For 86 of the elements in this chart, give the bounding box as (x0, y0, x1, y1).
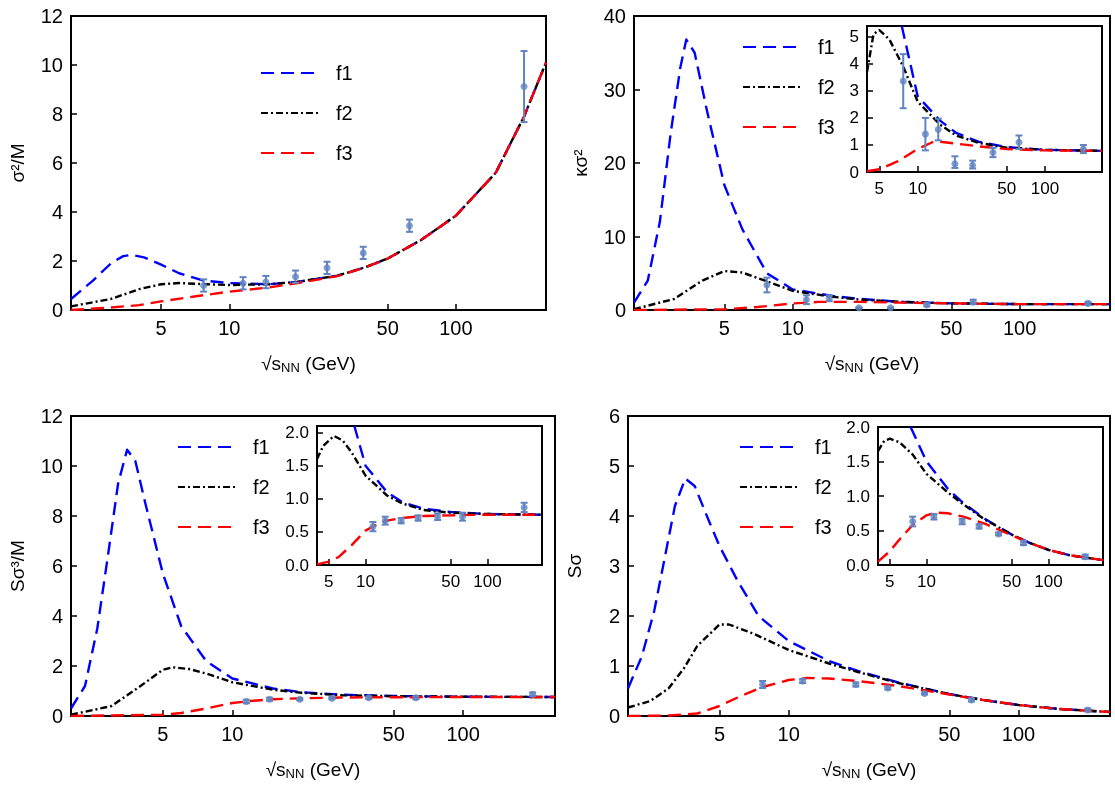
y-tick-label: 12 (40, 5, 63, 27)
y-tick-label: 2 (51, 655, 63, 677)
y-tick-label: 0 (51, 299, 63, 321)
x-tick-label: 5 (885, 572, 895, 591)
y-tick-label: 1.5 (285, 456, 309, 476)
y-tick-label: 2 (608, 605, 620, 627)
y-tick-label: 0 (608, 705, 620, 727)
legend-label: f3 (818, 116, 835, 138)
x-tick-label: 50 (441, 572, 461, 591)
legend-label: f1 (253, 436, 270, 458)
legend-label: f2 (815, 476, 832, 498)
y-tick-label: 20 (603, 152, 626, 174)
x-tick-label: 50 (382, 723, 405, 745)
legend-label: f1 (815, 436, 832, 458)
y-tick-label: 12 (40, 405, 63, 427)
y-tick-label: 3 (608, 555, 620, 577)
legend-label: f2 (336, 102, 353, 124)
x-tick-label: 10 (777, 723, 800, 745)
y-tick-label: 10 (40, 455, 63, 477)
y-axis-title: Sσ³/M (7, 540, 28, 592)
y-tick-label: 4 (51, 201, 63, 223)
y-tick-label: 8 (51, 505, 63, 527)
y-tick-label: 0.0 (846, 555, 870, 575)
x-tick-label: 50 (1002, 572, 1022, 591)
y-axis-title: Sσ (564, 553, 585, 579)
x-tick-label: 50 (938, 723, 961, 745)
y-tick-label: 4 (608, 505, 620, 527)
y-axis-title: κσ² (570, 149, 591, 177)
y-tick-label: 1 (849, 135, 859, 155)
y-tick-label: 2 (51, 250, 63, 272)
x-tick-label: 5 (155, 317, 167, 339)
legend-label: f3 (336, 142, 353, 164)
x-tick-label: 100 (439, 317, 473, 339)
x-tick-label: 50 (376, 317, 399, 339)
x-tick-label: 100 (446, 723, 480, 745)
x-tick-label: 10 (917, 572, 936, 591)
y-tick-label: 5 (849, 27, 859, 47)
y-tick-label: 1 (608, 655, 620, 677)
y-tick-label: 4 (51, 605, 63, 627)
x-tick-label: 100 (1001, 723, 1036, 745)
legend-label: f1 (818, 36, 835, 58)
x-tick-label: 10 (356, 572, 375, 591)
x-tick-label: 10 (218, 317, 241, 339)
y-tick-label: 0.5 (846, 521, 870, 540)
y-tick-label: 0 (51, 705, 63, 727)
y-tick-label: 30 (603, 78, 626, 101)
y-tick-label: 5 (608, 455, 620, 477)
x-tick-label: 5 (157, 723, 169, 745)
x-tick-label: 50 (940, 317, 963, 339)
y-tick-label: 2 (849, 108, 859, 128)
y-tick-label: 0 (614, 299, 626, 321)
y-tick-label: 1.5 (846, 452, 870, 471)
y-tick-label: 0 (849, 162, 859, 182)
y-tick-label: 6 (608, 405, 620, 427)
legend-label: f2 (253, 476, 270, 498)
y-tick-label: 2.0 (846, 417, 870, 437)
x-tick-label: 100 (1002, 317, 1037, 339)
y-tick-label: 6 (51, 152, 63, 174)
y-tick-label: 4 (849, 54, 859, 74)
y-tick-label: 1.0 (285, 489, 309, 509)
x-tick-label: 5 (713, 723, 726, 745)
y-tick-label: 2.0 (285, 423, 309, 443)
y-tick-label: 40 (603, 5, 626, 27)
y-tick-label: 10 (603, 225, 626, 248)
y-tick-label: 3 (849, 81, 859, 101)
legend-label: f1 (336, 62, 353, 84)
y-tick-label: 8 (51, 103, 63, 125)
x-tick-label: 10 (908, 179, 928, 198)
x-tick-label: 10 (781, 317, 804, 339)
y-tick-label: 6 (51, 555, 63, 577)
legend-label: f3 (815, 516, 832, 538)
y-tick-label: 1.0 (846, 486, 870, 506)
x-tick-label: 10 (221, 723, 244, 745)
y-axis-title: σ²/M (7, 143, 28, 183)
x-tick-label: 100 (473, 572, 502, 591)
y-tick-label: 10 (40, 54, 63, 76)
x-tick-label: 100 (1030, 179, 1060, 198)
y-tick-label: 0.5 (285, 522, 309, 542)
x-tick-label: 50 (997, 179, 1017, 198)
x-tick-label: 5 (324, 572, 334, 591)
x-tick-label: 5 (718, 317, 730, 339)
legend-label: f2 (818, 76, 835, 98)
legend-label: f3 (253, 516, 270, 538)
x-tick-label: 5 (874, 179, 885, 198)
y-tick-label: 0.0 (285, 555, 309, 575)
x-tick-label: 100 (1034, 572, 1063, 591)
